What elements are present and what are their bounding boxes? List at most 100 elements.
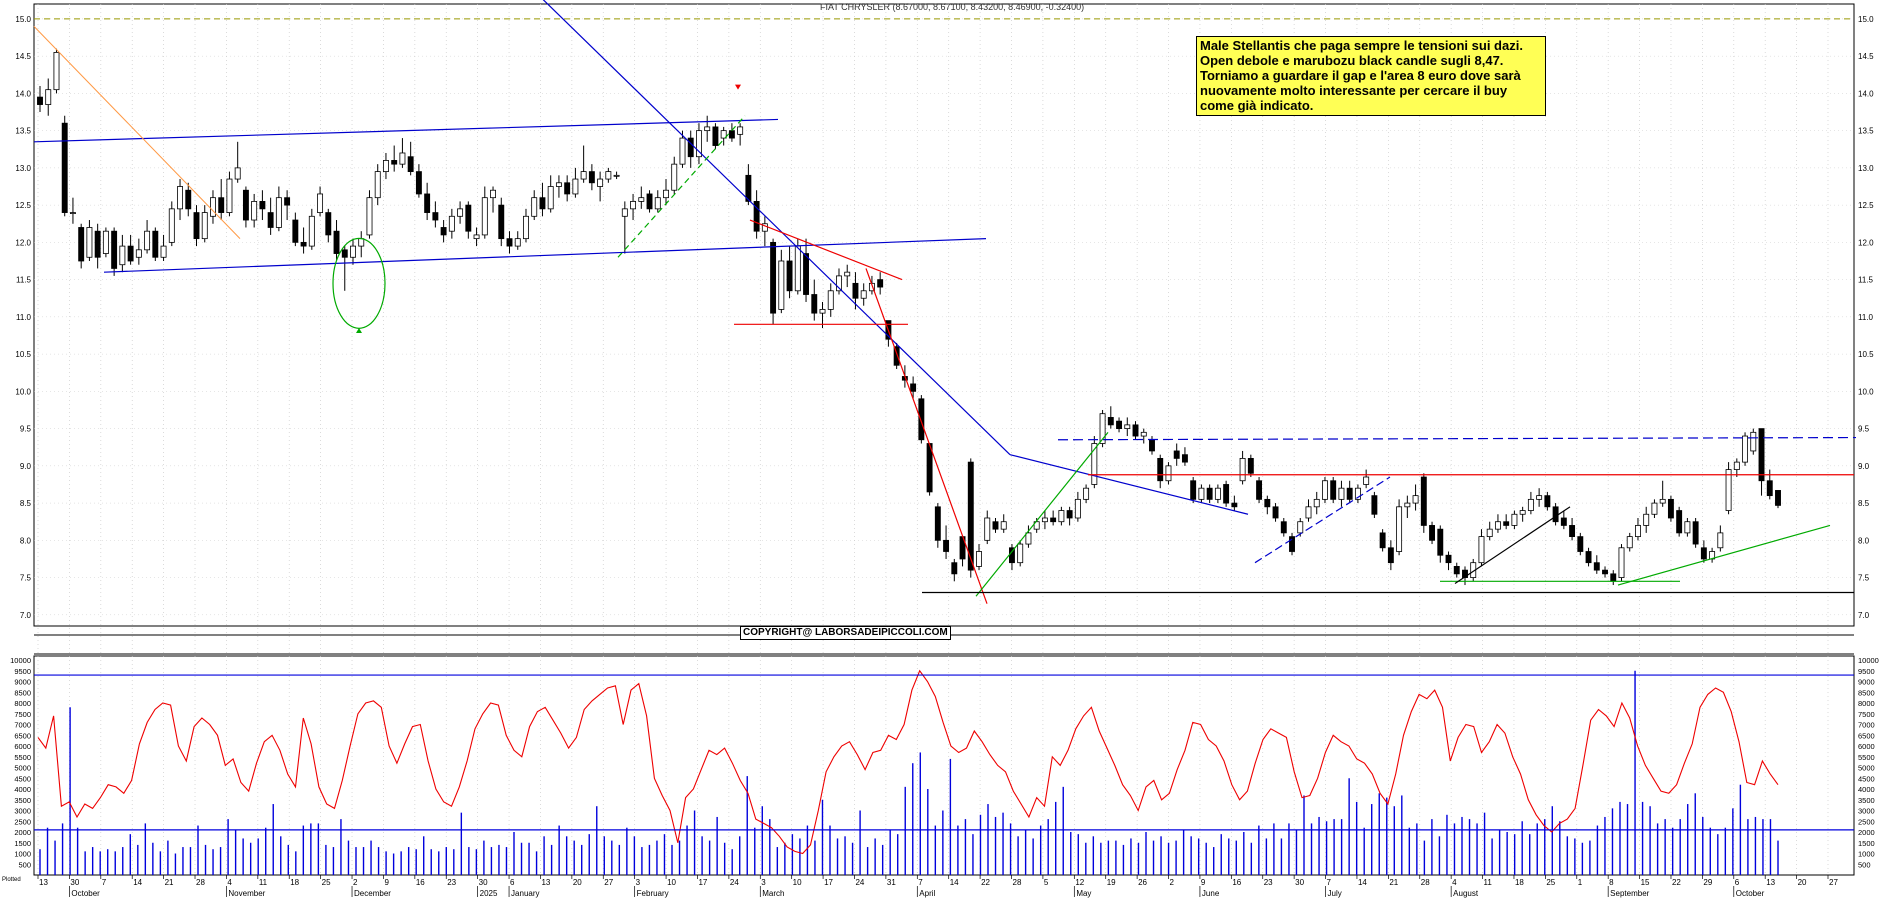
- candle-body-down: [1445, 554, 1452, 564]
- candle-body-down: [770, 241, 777, 314]
- candle-body-up: [234, 167, 241, 180]
- highlight-ellipse: [332, 237, 386, 329]
- candle-body-up: [572, 178, 579, 195]
- x-tick-label: 14: [950, 878, 959, 887]
- x-tick-label: 17: [698, 878, 707, 887]
- x-tick-label: 27: [604, 878, 613, 887]
- x-tick-label: 17: [824, 878, 833, 887]
- y-tick-label-right: 10.0: [1858, 387, 1874, 396]
- x-tick-label: 14: [1358, 878, 1367, 887]
- y-tick-label-right: 13.5: [1858, 127, 1874, 136]
- volume-y-tick-label-left: 10000: [10, 656, 31, 665]
- candle-body-down: [1264, 498, 1271, 508]
- candle-body-up: [1651, 502, 1658, 515]
- candle-body-up: [86, 227, 93, 258]
- volume-y-tick-label-left: 8500: [14, 688, 31, 697]
- candle-body-down: [498, 204, 505, 240]
- candle-body-up: [704, 126, 711, 132]
- x-tick-label: 28: [1421, 878, 1430, 887]
- note-line: nuovamente molto interessante per cercar…: [1200, 83, 1508, 98]
- candle-body-down: [918, 398, 925, 441]
- chart-title: FIAT CHRYSLER (8.67000, 8.67100, 8.43200…: [820, 2, 1085, 12]
- y-tick-label-left: 9.5: [20, 425, 32, 434]
- candle-body-down: [1453, 566, 1460, 575]
- x-tick-label: 30: [1295, 878, 1304, 887]
- volume-y-tick-label-right: 7500: [1858, 710, 1875, 719]
- candle-body-up: [1643, 513, 1650, 526]
- candle-body-down: [803, 253, 809, 295]
- volume-y-tick-label-right: 6500: [1858, 731, 1875, 740]
- candle-body-down: [292, 219, 299, 243]
- volume-y-tick-label-right: 6000: [1858, 742, 1875, 751]
- x-month-label: April: [919, 889, 935, 898]
- candle-body-down: [951, 562, 958, 575]
- candle-body-up: [168, 208, 175, 243]
- candle-body-down: [1181, 454, 1188, 463]
- candle-body-down: [1552, 506, 1559, 523]
- candle-body-up: [1527, 498, 1534, 511]
- candle-body-up: [1494, 521, 1501, 530]
- x-tick-label: 28: [196, 878, 205, 887]
- candlestick-series: [37, 48, 1781, 586]
- candle-body-up: [144, 230, 151, 251]
- candle-body-up: [448, 215, 455, 232]
- candle-body-up: [53, 52, 60, 91]
- candle-body-up: [1519, 510, 1526, 515]
- y-tick-label-left: 9.0: [20, 462, 32, 471]
- candle-body-up: [671, 163, 678, 191]
- x-tick-label: 25: [1546, 878, 1555, 887]
- volume-y-tick-label-right: 2500: [1858, 817, 1875, 826]
- volume-y-tick-label-right: 8500: [1858, 688, 1875, 697]
- x-tick-label: 2: [1170, 878, 1175, 887]
- candle-body-down: [193, 212, 200, 240]
- candle-body-up: [1635, 525, 1641, 538]
- candle-body-down: [539, 197, 546, 210]
- y-tick-label-left: 8.5: [20, 499, 32, 508]
- channel-dashed-line: [1254, 476, 1391, 564]
- volume-y-tick-label-right: 8000: [1858, 699, 1875, 708]
- x-month-label: January: [511, 889, 539, 898]
- channel-upper-line: [33, 118, 779, 143]
- volume-y-tick-label-right: 7000: [1858, 721, 1875, 730]
- candle-body-up: [984, 517, 991, 541]
- candle-body-down: [1190, 480, 1197, 500]
- candle-body-up: [457, 208, 464, 217]
- candle-body-up: [1742, 435, 1749, 463]
- candle-body-down: [1700, 547, 1707, 560]
- copyright-label: COPYRIGHT@ LABORSADEIPICCOLI.COM: [740, 626, 951, 640]
- candle-body-up: [597, 178, 604, 187]
- candle-body-up: [531, 197, 538, 217]
- x-tick-label: 20: [1798, 878, 1807, 887]
- candle-body-up: [226, 178, 233, 213]
- candle-body-up: [737, 126, 744, 135]
- candle-body-up: [275, 197, 282, 228]
- green-dashed-uptrend: [617, 115, 746, 258]
- candle-body-up: [210, 197, 216, 217]
- y-tick-label-left: 10.0: [15, 387, 31, 396]
- volume-panel-frame: [33, 655, 1855, 876]
- y-tick-label-right: 10.5: [1858, 350, 1874, 359]
- candle-body-down: [1544, 495, 1551, 508]
- volume-y-tick-label-left: 1500: [14, 839, 31, 848]
- x-tick-label: 4: [227, 878, 232, 887]
- note-line: Open debole e marubozu black candle sugl…: [1200, 53, 1504, 68]
- candle-body-down: [1247, 457, 1254, 474]
- candle-body-down: [910, 383, 917, 392]
- candle-body-down: [1503, 521, 1510, 526]
- y-tick-label-right: 14.5: [1858, 52, 1874, 61]
- x-tick-label: 7: [1327, 878, 1332, 887]
- candle-body-down: [1280, 521, 1287, 534]
- candle-body-up: [663, 189, 669, 199]
- y-tick-label-left: 13.0: [15, 164, 31, 173]
- candle-body-up: [1091, 443, 1098, 485]
- candle-body-up: [135, 249, 142, 258]
- y-tick-label-left: 11.5: [16, 276, 32, 285]
- volume-y-tick-label-right: 9000: [1858, 678, 1875, 687]
- candle-body-down: [1610, 573, 1617, 582]
- candle-body-down: [811, 294, 818, 314]
- candle-body-up: [358, 238, 365, 247]
- x-month-label: June: [1202, 889, 1220, 898]
- candle-body-up: [638, 197, 645, 202]
- x-tick-label: 10: [667, 878, 676, 887]
- y-tick-label-right: 11.5: [1858, 276, 1874, 285]
